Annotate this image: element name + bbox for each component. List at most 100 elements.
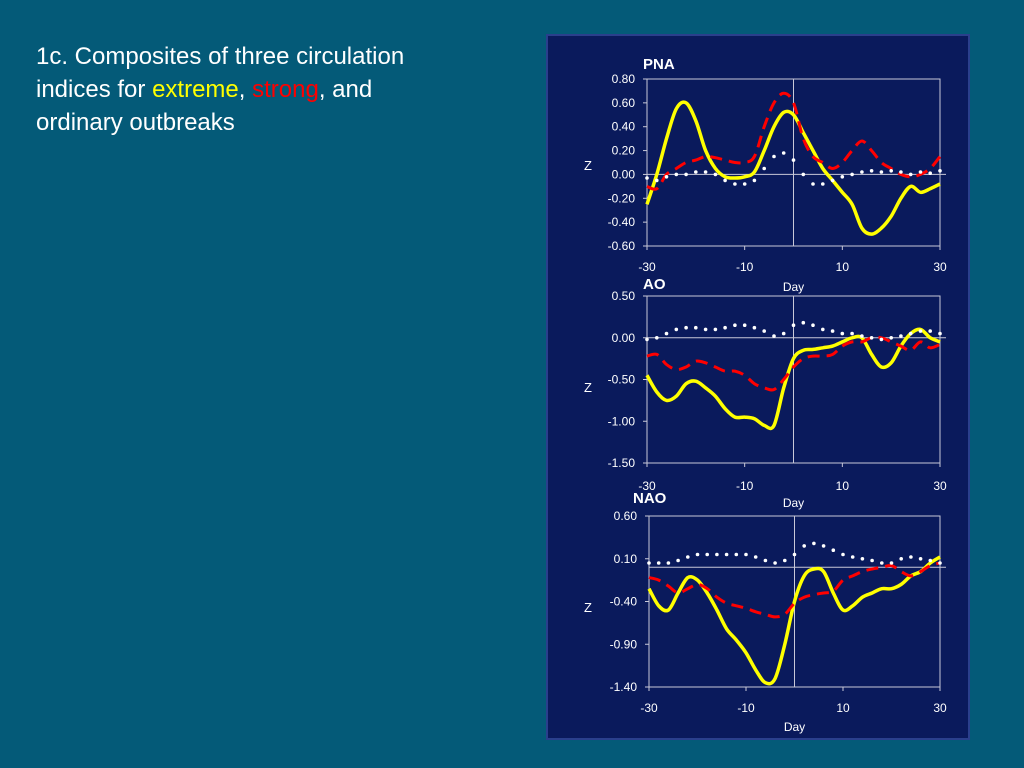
pna-ordinary-point (928, 171, 932, 175)
ao-ordinary-point (703, 327, 708, 332)
nao-ordinary-point (647, 561, 651, 565)
ao-ordinary-point (918, 329, 923, 333)
composite-charts: 0.800.600.400.200.00-0.20-0.40-0.60-30 -1… (584, 56, 947, 734)
ao-ordinary-point (860, 334, 864, 338)
nao-title: NAO (633, 490, 667, 507)
nao-ordinary-point (656, 561, 661, 565)
ao-ordinary-point (791, 323, 796, 328)
extreme-word: extreme (152, 76, 239, 103)
ao-ordinary-point (713, 327, 718, 332)
nao-ordinary-point (666, 561, 671, 565)
strong-word: strong (252, 76, 319, 103)
ao-extreme-line (645, 327, 941, 431)
ao-ordinary-point (762, 329, 766, 333)
nao-x-tick-label: -10 (737, 701, 755, 715)
pna-y-tick-label: 0.20 (612, 144, 636, 158)
pna-ordinary-point (918, 170, 923, 174)
pna-ordinary-point (889, 169, 893, 173)
nao-ordinary-point (695, 552, 700, 557)
ao-ordinary-point (694, 325, 698, 330)
pna-ordinary-point (938, 169, 942, 173)
ao-ordinary-point (899, 334, 903, 338)
ao-x-tick-label: -30 (638, 479, 656, 493)
ao-x-tick-label: -10 (736, 479, 754, 493)
pna-ordinary-point (694, 170, 698, 174)
pna-ordinary-point (772, 154, 776, 159)
pna-x-axis-label: Day (783, 280, 804, 294)
pna-ordinary-point (830, 178, 835, 183)
pna-ordinary-point (752, 178, 757, 183)
ao-ordinary-point (908, 331, 913, 336)
nao-ordinary-point (928, 558, 933, 563)
nao-ordinary-point (773, 561, 777, 565)
nao-ordinary-point (783, 558, 787, 563)
nao-ordinary-point (686, 555, 690, 559)
nao-ordinary-point (705, 552, 709, 557)
chart-panel: 0.80 0.60 0.40 0.20 0.00 -0.20 -0.40 -0.60 -30 -1… (546, 34, 970, 740)
nao-ordinary-point (841, 552, 845, 557)
ao-ordinary-point (821, 327, 825, 332)
title-line-1: 1c. Composites of three circulation (36, 43, 405, 70)
nao-ordinary-point (715, 552, 719, 557)
slide-title: 1c. Composites of three circulation indi… (36, 40, 506, 139)
pna-ordinary-point (713, 172, 718, 177)
pna-ordinary-point (645, 176, 649, 180)
nao-ordinary-point (753, 555, 758, 559)
ao-ordinary-point (889, 336, 893, 340)
ao-x-tick-label: 30 (933, 479, 947, 493)
title-line-3: ordinary outbreaks (36, 109, 235, 136)
ao-ordinary-point (733, 323, 737, 328)
ao-ordinary-point (742, 323, 747, 328)
pna-ordinary-point (840, 175, 845, 179)
ao-ordinary-point (655, 336, 659, 340)
nao-ordinary-point (880, 561, 884, 565)
pna-y-tick-label: -0.20 (608, 191, 636, 205)
pna-y-tick-label: 0.80 (612, 72, 636, 86)
pna-y-tick-label: -0.40 (608, 215, 636, 229)
pna-extreme-line (645, 100, 941, 236)
nao-ordinary-point (831, 548, 836, 552)
nao-ordinary-point (734, 552, 739, 557)
nao-y-tick-label: 0.60 (614, 509, 638, 523)
pna-ordinary-point (860, 170, 864, 174)
nao-y-tick-label: -1.40 (610, 680, 638, 694)
nao-ordinary-point (889, 561, 894, 565)
ao-ordinary-point (684, 325, 688, 330)
title-line-2: indices for extreme, strong, and (36, 73, 506, 106)
ao-ordinary-point (772, 334, 776, 338)
title-prefix: indices for (36, 76, 153, 103)
ao-y-axis-label: Z (584, 380, 592, 395)
nao-x-tick-label: -30 (640, 701, 658, 715)
pna-ordinary-point (781, 151, 786, 155)
nao-x-tick-label: 10 (836, 701, 850, 715)
ao-x-tick-label: 10 (836, 479, 850, 493)
ao-x-axis-label: Day (783, 496, 804, 510)
ao-y-tick-label: -0.50 (608, 373, 636, 387)
nao-y-tick-label: 0.10 (614, 552, 638, 566)
ao-ordinary-point (674, 327, 679, 332)
ao-ordinary-point (830, 329, 835, 333)
nao-ordinary-point (676, 558, 680, 563)
pna-strong-line (646, 91, 942, 191)
nao-ordinary-point (870, 558, 874, 563)
ao-y-tick-label: -1.00 (608, 414, 636, 428)
pna-ordinary-point (762, 166, 766, 171)
nao-ordinary-point (821, 544, 826, 548)
pna-title: PNA (643, 56, 675, 73)
pna-ordinary-point (674, 172, 679, 177)
pna-ordinary-point (801, 172, 806, 177)
ao-ordinary-point (801, 320, 806, 325)
pna-y-tick-label: 0.40 (612, 120, 636, 134)
nao-ordinary-point (909, 555, 913, 559)
nao-ordinary-point (802, 544, 806, 548)
ao-ordinary-point (840, 331, 845, 336)
ao-y-tick-label: -1.50 (608, 456, 636, 470)
nao-y-tick-label: -0.40 (610, 595, 638, 609)
ao-ordinary-point (645, 337, 649, 342)
ao-ordinary-point (869, 336, 874, 340)
pna-x-tick-label: 30 (933, 260, 947, 274)
pna-ordinary-point (879, 170, 884, 174)
ao-ordinary-point (811, 323, 815, 328)
pna-ordinary-point (723, 178, 727, 183)
pna-ordinary-point (908, 172, 913, 177)
